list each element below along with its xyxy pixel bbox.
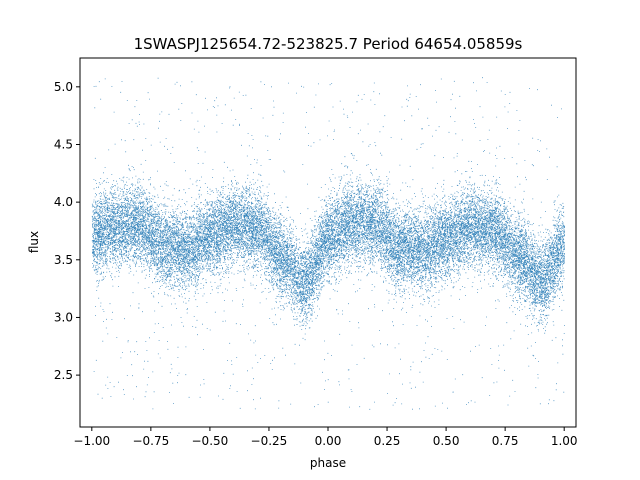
y-axis-label: flux xyxy=(27,231,41,253)
y-tick-label: 2.5 xyxy=(54,368,73,382)
x-tick-label: −0.25 xyxy=(251,434,288,448)
x-tick-label: −0.75 xyxy=(132,434,169,448)
x-tick-label: 1.00 xyxy=(551,434,578,448)
scatter-points xyxy=(91,77,565,410)
x-tick-label: 0.00 xyxy=(315,434,342,448)
data-points xyxy=(91,77,565,410)
y-tick-label: 5.0 xyxy=(54,80,73,94)
x-axis: −1.00 −0.75 −0.50 −0.25 0.00 0.25 0.50 0.75 1.00 xyxy=(73,427,578,448)
y-tick-label: 3.0 xyxy=(54,310,73,324)
y-axis: 2.5 3.0 3.5 4.0 4.5 5.0 xyxy=(54,80,80,382)
x-tick-label: 0.25 xyxy=(374,434,401,448)
x-tick-label: −0.50 xyxy=(192,434,229,448)
y-tick-label: 4.5 xyxy=(54,137,73,151)
x-tick-label: 0.50 xyxy=(433,434,460,448)
y-tick-label: 3.5 xyxy=(54,253,73,267)
x-axis-label: phase xyxy=(310,456,346,470)
y-tick-label: 4.0 xyxy=(54,195,73,209)
x-tick-label: 0.75 xyxy=(492,434,519,448)
x-tick-label: −1.00 xyxy=(73,434,110,448)
chart-title: 1SWASPJ125654.72-523825.7 Period 64654.0… xyxy=(134,35,523,53)
